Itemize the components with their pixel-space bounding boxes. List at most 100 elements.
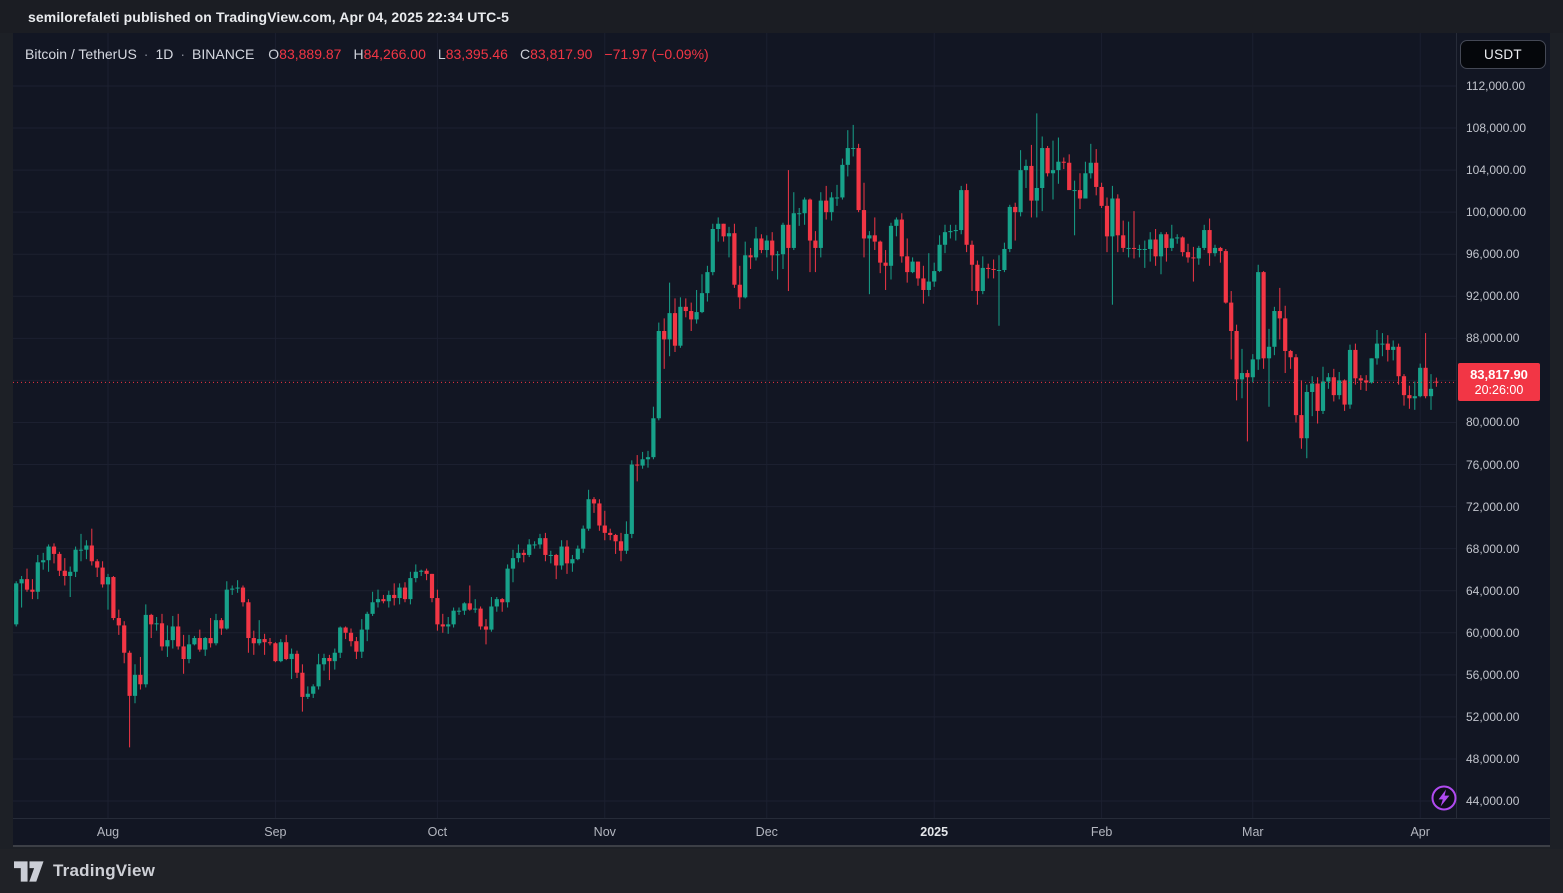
- candle-body: [435, 598, 440, 625]
- candle-body: [446, 624, 451, 627]
- candle-body: [1337, 380, 1342, 396]
- candle-body: [1299, 415, 1304, 439]
- candle-body: [343, 627, 348, 633]
- candle-body: [1245, 373, 1250, 378]
- candle-body: [1229, 302, 1234, 331]
- candle-body: [473, 608, 478, 610]
- candle-body: [1434, 381, 1439, 383]
- attribution-bar: semilorefaleti published on TradingView.…: [0, 0, 1563, 33]
- candle-body: [780, 224, 786, 255]
- candle-body: [489, 606, 494, 630]
- candle-body: [1304, 391, 1309, 439]
- price-axis-label: 72,000.00: [1466, 499, 1520, 514]
- candle-body: [170, 626, 175, 641]
- candle-body: [910, 261, 915, 273]
- candle-body: [462, 603, 467, 611]
- time-axis[interactable]: Aug Sep Oct Nov Dec 2025 Feb Mar Apr: [13, 818, 1550, 847]
- candle-body: [867, 235, 872, 239]
- time-axis-label-nov: Nov: [593, 825, 616, 839]
- candle-body: [321, 658, 327, 665]
- candle-body: [1072, 190, 1077, 192]
- candle-body: [824, 200, 829, 213]
- candle-body: [257, 639, 262, 644]
- candle-body: [456, 610, 462, 612]
- candle-body: [127, 652, 132, 696]
- candle-body: [165, 640, 170, 647]
- candle-body: [240, 587, 246, 603]
- legend-separator: ·: [180, 46, 186, 62]
- price-axis-label: 100,000.00: [1466, 205, 1527, 220]
- boost-bolt-button[interactable]: [1430, 784, 1458, 812]
- candle-body: [1099, 186, 1104, 206]
- candle-body: [1385, 343, 1390, 350]
- candle-body: [370, 602, 375, 614]
- candle-body: [354, 641, 359, 652]
- candle-body: [510, 558, 516, 569]
- candle-body: [926, 281, 931, 290]
- candle-body: [138, 674, 143, 685]
- candle-body: [1347, 349, 1353, 405]
- candle-body: [30, 589, 35, 592]
- candle-body: [159, 623, 165, 647]
- candle-body: [95, 561, 100, 568]
- candle-body: [41, 560, 46, 563]
- candle-body: [635, 464, 640, 466]
- candle-body: [251, 638, 256, 644]
- candle-body: [591, 499, 597, 504]
- candle-body: [46, 546, 51, 561]
- current-price-value: 83,817.90: [1470, 366, 1528, 382]
- candle-body: [1002, 248, 1007, 271]
- candle-body: [937, 244, 942, 272]
- candle-body: [651, 418, 656, 458]
- price-axis-label: 96,000.00: [1466, 247, 1520, 262]
- currency-button[interactable]: USDT: [1460, 40, 1546, 69]
- candle-body: [624, 533, 629, 551]
- candle-body: [1034, 187, 1039, 201]
- candle-body: [483, 626, 489, 630]
- candle-body: [564, 546, 570, 564]
- candle-body: [575, 548, 580, 560]
- candle-body: [694, 312, 699, 320]
- candle-body: [975, 264, 980, 292]
- price-axis-label: 68,000.00: [1466, 541, 1520, 556]
- candle-body: [1315, 383, 1320, 411]
- candle-body: [311, 686, 316, 694]
- candle-body: [1256, 272, 1261, 360]
- candle-body: [1326, 377, 1331, 382]
- candle-body: [78, 549, 84, 551]
- candle-body: [818, 200, 823, 248]
- candle-body: [527, 544, 532, 555]
- candle-body: [1137, 248, 1142, 250]
- candle-body: [143, 614, 148, 685]
- candle-body: [921, 278, 926, 290]
- candle-body: [1061, 161, 1066, 163]
- candle-body: [213, 620, 219, 644]
- candle-body: [764, 240, 769, 251]
- candle-body: [1320, 381, 1326, 411]
- candle-body: [149, 614, 154, 625]
- candle-body: [953, 230, 958, 232]
- exchange-label: BINANCE: [192, 46, 255, 62]
- candle-body: [24, 579, 30, 590]
- candle-body: [964, 190, 969, 245]
- price-axis[interactable]: 44,000.00 48,000.00 52,000.00 56,000.00 60,0…: [1456, 33, 1550, 818]
- open-value: O83,889.87: [268, 46, 342, 62]
- tradingview-logo-icon: [14, 860, 44, 882]
- candle-body: [68, 571, 73, 576]
- symbol-name[interactable]: Bitcoin / TetherUS: [25, 46, 137, 62]
- candle-body: [386, 594, 391, 602]
- candle-body: [581, 528, 586, 549]
- candle-body: [305, 693, 310, 697]
- candle-body: [375, 599, 381, 603]
- candle-body: [678, 306, 683, 346]
- candle-body: [840, 164, 845, 198]
- candle-body: [586, 499, 591, 529]
- candle-body: [1407, 395, 1412, 399]
- time-axis-label-aug: Aug: [96, 825, 120, 839]
- candle-body: [1239, 373, 1245, 380]
- candle-body: [770, 240, 775, 256]
- chart-canvas[interactable]: [13, 33, 1456, 818]
- candle-body: [1396, 346, 1401, 377]
- tradingview-brand-link[interactable]: TradingView: [14, 860, 155, 882]
- candle-body: [408, 578, 413, 600]
